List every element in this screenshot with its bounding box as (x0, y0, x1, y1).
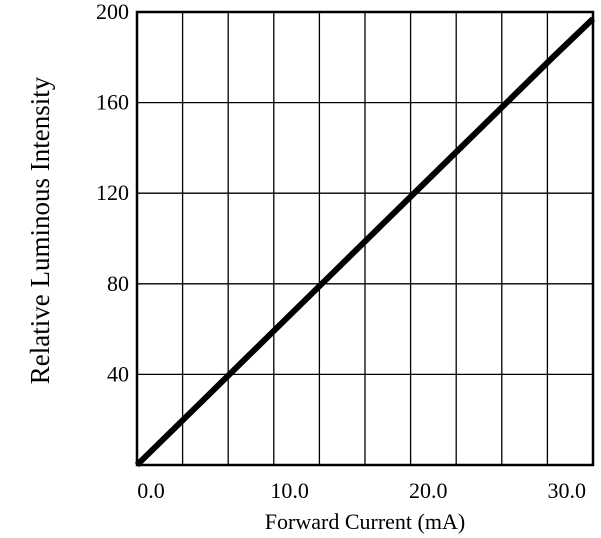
y-tick-labels: 40 80 120 160 200 (96, 0, 129, 386)
plot-frame (135, 10, 595, 467)
x-tick-label: 10.0 (270, 478, 309, 503)
y-tick-label: 200 (96, 0, 129, 24)
x-axis-label: Forward Current (mA) (265, 509, 465, 534)
x-tick-labels: 0.0 10.0 20.0 30.0 (137, 478, 586, 503)
x-tick-label: 0.0 (137, 478, 165, 503)
y-tick-label: 40 (107, 361, 129, 386)
y-tick-label: 120 (96, 180, 129, 205)
y-axis-label: Relative Luminous Intensity (25, 76, 55, 384)
y-tick-label: 160 (96, 90, 129, 115)
x-tick-label: 20.0 (409, 478, 448, 503)
series-line-0 (134, 16, 596, 468)
y-tick-label: 80 (107, 271, 129, 296)
series-layer (134, 16, 596, 468)
x-tick-label: 30.0 (548, 478, 587, 503)
